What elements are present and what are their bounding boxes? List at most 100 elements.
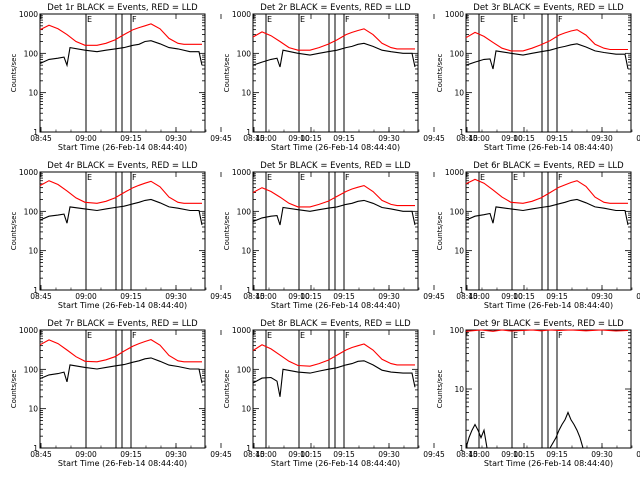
x-tick-label: 09:15 [333, 134, 355, 143]
event-marker-label: E [87, 15, 92, 24]
x-tick-label: 09:00 [75, 134, 97, 143]
y-axis-label: Counts/sec [10, 212, 18, 251]
x-tick-label: 08:45 [30, 134, 52, 143]
chart-title: Det 1r BLACK = Events, RED = LLD [47, 3, 198, 13]
chart-title: Det 5r BLACK = Events, RED = LLD [260, 161, 411, 171]
y-tick-label: 1 [459, 286, 464, 295]
x-tick-label: 08:45 [243, 450, 265, 459]
series-line-events [252, 360, 416, 397]
x-tick-label: 10:00 [468, 134, 490, 143]
y-tick-label: 10 [241, 247, 251, 256]
x-tick-label: 09:00 [501, 450, 523, 459]
y-tick-label: 1000 [19, 10, 38, 19]
y-axis-label: Counts/sec [223, 212, 231, 251]
event-marker-label: F [558, 173, 563, 182]
x-axis-label: Start Time (26-Feb-14 08:44:40) [484, 143, 613, 152]
y-tick-label: 1 [246, 444, 251, 453]
x-tick-label: 09:15 [120, 292, 142, 301]
y-tick-label: 1000 [232, 168, 251, 177]
x-tick-label: 09:15 [546, 134, 568, 143]
x-tick-label: 09:30 [378, 292, 400, 301]
y-tick-label: 10 [454, 385, 464, 394]
series-line-lld [465, 329, 629, 332]
x-tick-label: 09:30 [165, 450, 187, 459]
x-axis-label: Start Time (26-Feb-14 08:44:40) [271, 143, 400, 152]
event-marker-label: E [513, 173, 518, 182]
y-tick-label: 1 [33, 444, 38, 453]
chart-panel-4: Det 4r BLACK = Events, RED = LLD11010010… [10, 161, 322, 310]
x-tick-label: 09:30 [591, 134, 613, 143]
y-tick-label: 1 [246, 128, 251, 137]
y-axis-label: Counts/sec [10, 54, 18, 93]
y-tick-label: 10 [28, 89, 38, 98]
series-line-events [465, 198, 629, 226]
x-tick-label: 09:15 [333, 450, 355, 459]
y-tick-label: 100 [24, 207, 39, 216]
x-tick-label: 09:45 [423, 450, 445, 459]
y-tick-label: 100 [237, 365, 252, 374]
y-axis-label: Counts/sec [436, 212, 444, 251]
event-marker-label: F [345, 173, 350, 182]
event-marker-label: F [345, 331, 350, 340]
event-marker-label: E [513, 15, 518, 24]
x-tick-label: 10:00 [255, 292, 277, 301]
x-tick-label: 10:00 [468, 292, 490, 301]
y-tick-label: 10 [28, 405, 38, 414]
x-tick-label: 09:30 [165, 292, 187, 301]
x-tick-label: 09:45 [636, 134, 640, 143]
x-tick-label: 09:15 [546, 292, 568, 301]
series-line-events [252, 199, 416, 226]
y-axis-label: Counts/sec [436, 54, 444, 93]
event-marker-label: E [267, 331, 272, 340]
y-tick-label: 1000 [19, 168, 38, 177]
chart-panel-8: Det 8r BLACK = Events, RED = LLD 1 10 100 10… [223, 319, 535, 468]
x-tick-label: 09:00 [288, 450, 310, 459]
series-line-lld [252, 343, 415, 367]
x-tick-label: 09:30 [591, 450, 613, 459]
chart-panel-5: Det 5r BLACK = Events, RED = LLD11010010… [223, 161, 535, 310]
x-tick-label: 09:00 [501, 292, 523, 301]
x-tick-label: 10:15 [300, 134, 322, 143]
y-tick-label: 10 [241, 89, 251, 98]
x-tick-label: 09:15 [120, 134, 142, 143]
event-marker-label: F [132, 331, 137, 340]
x-tick-label: 10:00 [468, 450, 490, 459]
event-marker-label: F [345, 15, 350, 24]
series-line-lld [465, 178, 628, 204]
x-tick-label: 09:00 [75, 292, 97, 301]
x-tick-label: 08:45 [456, 134, 478, 143]
y-tick-label: 1 [33, 128, 38, 137]
x-tick-label: 10:15 [300, 450, 322, 459]
chart-panel-7: Det 7r BLACK = Events, RED = LLD11010010… [10, 319, 322, 468]
y-tick-label: 1000 [232, 10, 251, 19]
x-tick-label: 09:15 [120, 450, 142, 459]
x-tick-label: 09:00 [75, 450, 97, 459]
x-tick-label: 08:45 [456, 292, 478, 301]
y-tick-label: 100 [450, 49, 465, 58]
event-marker-label: E [480, 331, 485, 340]
x-tick-label: 09:15 [546, 450, 568, 459]
chart-panel-3: Det 3r BLACK = Events, RED = LLD 1 10 100 10… [436, 3, 640, 152]
y-tick-label: 1 [246, 286, 251, 295]
event-marker-label: F [132, 15, 137, 24]
x-tick-label: 08:45 [243, 134, 265, 143]
event-marker-label: E [267, 173, 272, 182]
x-tick-label: 10:15 [513, 450, 535, 459]
event-marker-label: E [87, 173, 92, 182]
event-marker-label: E [87, 331, 92, 340]
chart-title: Det 8r BLACK = Events, RED = LLD [260, 319, 411, 329]
y-axis-label: Counts/sec [223, 54, 231, 93]
event-marker-label: F [558, 331, 563, 340]
event-marker-label: E [300, 15, 305, 24]
y-tick-label: 1 [33, 286, 38, 295]
x-tick-label: 10:00 [255, 134, 277, 143]
x-tick-label: 10:15 [513, 292, 535, 301]
x-tick-label: 08:45 [30, 292, 52, 301]
chart-title: Det 2r BLACK = Events, RED = LLD [260, 3, 411, 13]
series-line-lld [252, 28, 415, 51]
x-axis-label: Start Time (26-Feb-14 08:44:40) [58, 143, 187, 152]
y-tick-label: 1000 [445, 168, 464, 177]
x-tick-label: 09:45 [423, 134, 445, 143]
y-tick-label: 100 [237, 207, 252, 216]
